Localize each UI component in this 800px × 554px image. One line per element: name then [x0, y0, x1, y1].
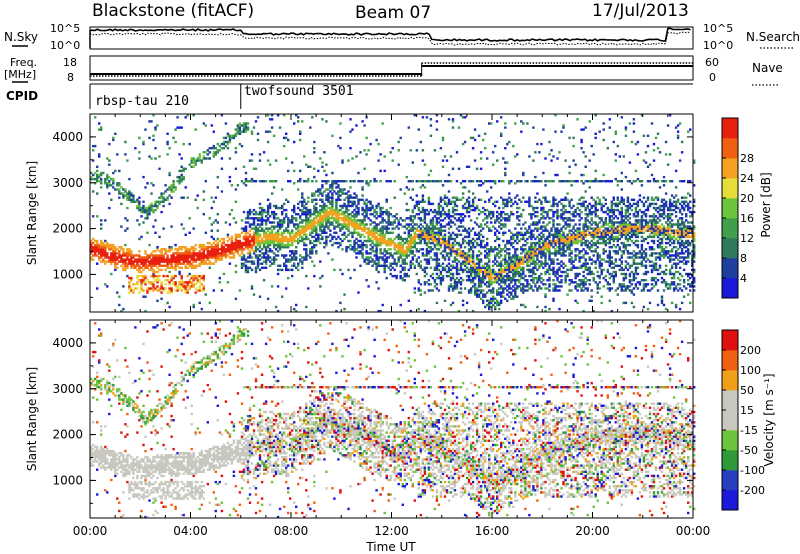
- cpid-program-2: twofsound 3501: [244, 84, 354, 99]
- nsky-line: [90, 27, 691, 42]
- power-colorbar-tick: 12: [740, 232, 754, 245]
- power-colorbar-segment: [722, 118, 738, 139]
- velocity-colorbar-tick: -50: [740, 444, 758, 457]
- velocity-ytick-label: 4000: [52, 336, 83, 350]
- noise-panel: N.Sky 10^5 10^0 10^5 10^0 N.Search: [4, 22, 800, 52]
- velocity-ytick-label: 1000: [52, 473, 83, 487]
- freq-unit-label: [MHz]: [4, 68, 36, 81]
- velocity-ylabel: Slant Range [km]: [25, 367, 39, 471]
- power-panel: 1000 2000 3000 4000 Slant Range [km] 4 8 12 16…: [25, 113, 773, 313]
- freq-tick-top: 18: [63, 56, 77, 69]
- nave-tick-bottom: 0: [709, 71, 716, 84]
- time-tick-label: 20:00: [575, 524, 610, 538]
- time-axis-title: Time UT: [365, 540, 416, 554]
- power-ytick-label: 4000: [52, 130, 83, 144]
- velocity-colorbar-tick: 100: [740, 364, 761, 377]
- time-tick-label: 00:00: [73, 524, 108, 538]
- velocity-colorbar-segment: [722, 330, 738, 351]
- power-colorbar-label: Power [dB]: [759, 172, 773, 237]
- velocity-colorbar-tick: 15: [740, 404, 754, 417]
- power-colorbar-segment: [722, 278, 738, 299]
- nave-tick-top: 60: [705, 56, 719, 69]
- noise-tick-left-bottom: 10^0: [50, 39, 80, 52]
- power-colorbar-segment: [722, 198, 738, 219]
- nave-line: [90, 62, 693, 77]
- freq-line: [90, 65, 693, 75]
- power-ytick-label: 1000: [52, 267, 83, 281]
- power-colorbar-segment: [722, 178, 738, 199]
- velocity-colorbar-segment: [722, 390, 738, 411]
- velocity-colorbar-segment: [722, 470, 738, 491]
- power-colorbar-segment: [722, 238, 738, 259]
- time-tick-label: 04:00: [173, 524, 208, 538]
- power-colorbar-segment: [722, 218, 738, 239]
- power-colorbar-tick: 28: [740, 152, 754, 165]
- power-ylabel: Slant Range [km]: [25, 161, 39, 265]
- power-ytick-label: 3000: [52, 176, 83, 190]
- station-title: Blackstone (fitACF): [92, 1, 254, 21]
- power-colorbar-tick: 4: [740, 272, 747, 285]
- velocity-colorbar-tick: -100: [740, 464, 765, 477]
- time-tick-label: 16:00: [475, 524, 510, 538]
- nsky-label: N.Sky: [4, 30, 38, 44]
- time-axis-labels: 00:00 04:00 08:00 12:00 16:00 20:00 00:00: [73, 524, 711, 538]
- time-tick-label: 08:00: [274, 524, 309, 538]
- power-colorbar-tick: 16: [740, 212, 754, 225]
- beam-title: Beam 07: [355, 3, 431, 23]
- velocity-colorbar-segment: [722, 430, 738, 451]
- velocity-colorbar-label: Velocity [m s⁻¹]: [762, 373, 776, 466]
- power-colorbar-tick: 20: [740, 192, 754, 205]
- power-colorbar-tick: 8: [740, 252, 747, 265]
- velocity-colorbar-segment: [722, 370, 738, 391]
- power-colorbar-tick: 24: [740, 172, 754, 185]
- power-colorbar-segment: [722, 158, 738, 179]
- velocity-colorbar-segment: [722, 350, 738, 371]
- velocity-ytick-label: 2000: [52, 428, 83, 442]
- freq-nave-panel: Freq. [MHz] 18 8 60 0 Nave: [4, 55, 783, 86]
- velocity-ytick-label: 3000: [52, 382, 83, 396]
- freq-label: Freq.: [10, 56, 37, 69]
- velocity-colorbar-segment: [722, 490, 738, 511]
- power-colorbar-segment: [722, 138, 738, 159]
- power-colorbar-segment: [722, 258, 738, 279]
- date-title: 17/Jul/2013: [592, 1, 689, 21]
- time-tick-label: 12:00: [374, 524, 409, 538]
- nsearch-label: N.Search: [746, 30, 800, 44]
- velocity-colorbar-segment: [722, 450, 738, 471]
- nave-label: Nave: [752, 61, 783, 75]
- time-tick-label: 00:00: [676, 524, 711, 538]
- power-ytick-label: 2000: [52, 222, 83, 236]
- velocity-colorbar-segment: [722, 410, 738, 431]
- noise-tick-right-top: 10^5: [703, 22, 733, 35]
- cpid-row: CPID rbsp-tau 210 twofsound 3501: [6, 83, 693, 109]
- velocity-colorbar-tick: -200: [740, 484, 765, 497]
- freq-tick-bottom: 8: [67, 71, 74, 84]
- cpid-label: CPID: [6, 89, 38, 103]
- velocity-panel: 1000 2000 3000 4000 Slant Range [km] 200 100…: [25, 319, 776, 519]
- noise-tick-right-bottom: 10^0: [703, 39, 733, 52]
- noise-tick-left-top: 10^5: [50, 22, 80, 35]
- velocity-colorbar-tick: 50: [740, 384, 754, 397]
- velocity-colorbar-tick: 200: [740, 344, 761, 357]
- cpid-program-1: rbsp-tau 210: [95, 94, 189, 109]
- velocity-colorbar-tick: -15: [740, 424, 758, 437]
